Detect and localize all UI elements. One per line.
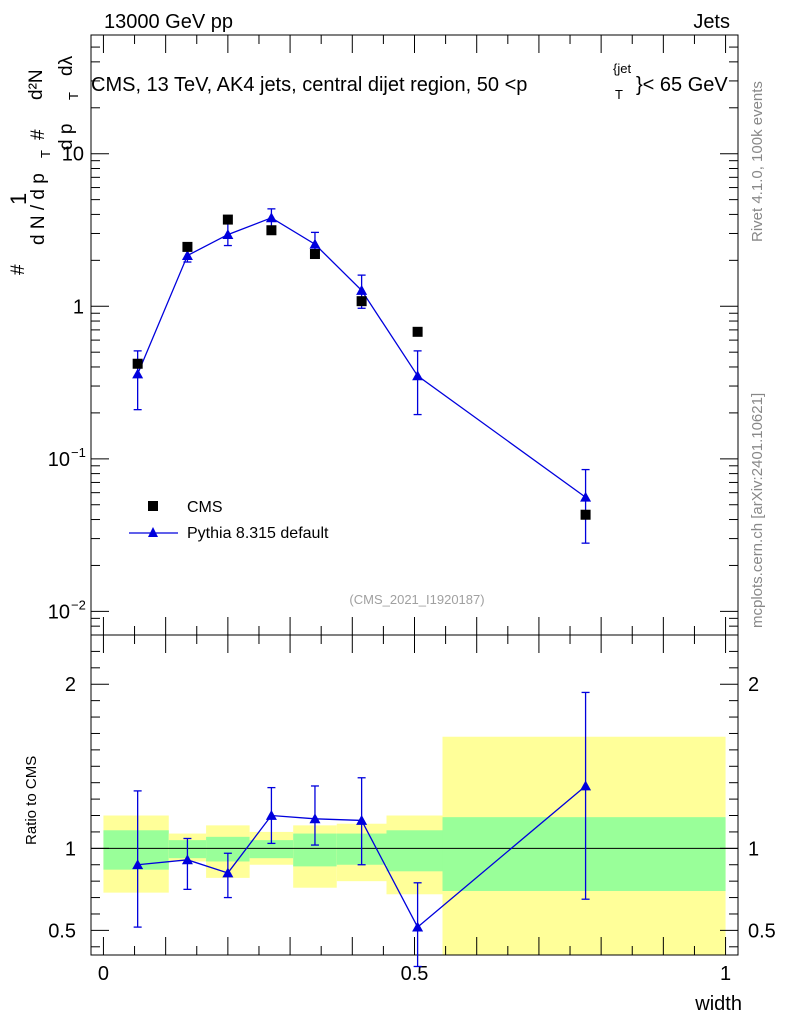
- ylabel-T-sub-2: T: [66, 92, 81, 100]
- cms-data-point: [356, 296, 367, 307]
- main-ytick-label-0: 10: [48, 601, 70, 623]
- inner-band-6: [386, 830, 443, 872]
- cms-data-point: [580, 509, 591, 520]
- title-subscript: T: [615, 87, 623, 102]
- cms-data-point: [222, 214, 233, 225]
- ratio-mc-line: [137, 785, 586, 929]
- ratio-mc-point: [309, 813, 321, 824]
- ylabel-d2N: d²N: [26, 69, 47, 100]
- ratio-mc-point: [181, 854, 193, 865]
- mc-point: [181, 250, 193, 260]
- ratio-ytick-label-right-2: 2: [748, 674, 759, 696]
- ratio-y-axis-label: Ratio to CMS: [23, 756, 40, 845]
- main-ytick-exponent-1: −1: [71, 445, 86, 460]
- ratio-ytick-label-right-1: 1: [748, 838, 759, 860]
- ratio-mc-point: [412, 921, 424, 932]
- ratio-xtick-label-2: 1: [720, 963, 731, 985]
- legend-cms-label: CMS: [187, 499, 223, 516]
- rivet-version-label: Rivet 4.1.0, 100k events: [749, 81, 766, 242]
- ratio-ytick-label-left-0: 0.5: [48, 920, 76, 942]
- cms-data-point: [182, 241, 193, 252]
- mcplots-label: mcplots.cern.ch [arXiv:2401.10621]: [749, 393, 766, 628]
- main-mc-series: [132, 208, 592, 544]
- title-end: }< 65 GeV: [636, 74, 728, 96]
- main-y-axis-label: # 1 d N / d p T # d²N d p T dλ: [6, 55, 81, 275]
- mc-point: [412, 370, 424, 381]
- mc-point: [222, 229, 234, 239]
- ratio-ytick-label-right-0: 0.5: [748, 920, 776, 942]
- ratio-mc-point: [356, 814, 368, 825]
- ratio-uncertainty-bands: [91, 736, 738, 955]
- plot-title: CMS, 13 TeV, AK4 jets, central dijet reg…: [91, 61, 728, 102]
- ratio-mc-point: [222, 867, 234, 878]
- main-ytick-exponent-0: −2: [71, 597, 86, 612]
- ylabel-one: 1: [6, 193, 31, 205]
- mc-point: [580, 491, 592, 502]
- mc-point: [309, 238, 321, 249]
- ratio-xtick-label-1: 0.5: [401, 963, 429, 985]
- ylabel-hash-2: #: [28, 129, 49, 140]
- ylabel-dlambda: dλ: [56, 55, 77, 76]
- header-right-label: Jets: [693, 11, 730, 33]
- inner-band-3: [249, 840, 294, 859]
- legend-pythia-marker: [148, 527, 158, 537]
- axis-ticks: [91, 34, 738, 955]
- ratio-xtick-label-0: 0: [98, 963, 109, 985]
- ylabel-hash-1: #: [8, 264, 29, 275]
- title-main: CMS, 13 TeV, AK4 jets, central dijet reg…: [91, 74, 527, 96]
- cms-data-point: [309, 249, 320, 260]
- analysis-watermark: (CMS_2021_I1920187): [349, 592, 484, 607]
- ratio-ytick-label-left-1: 1: [65, 838, 76, 860]
- cms-data-point: [412, 326, 423, 337]
- ratio-mc-point: [580, 780, 592, 791]
- ratio-mc-series: [132, 691, 592, 968]
- mc-point: [356, 284, 368, 295]
- inner-band-7: [442, 817, 726, 891]
- main-ytick-label-3: 10: [62, 144, 84, 166]
- legend: CMS Pythia 8.315 default: [129, 499, 329, 542]
- main-ytick-label-1: 10: [48, 449, 70, 471]
- title-superscript: {jet: [613, 61, 631, 76]
- main-data-series: [132, 214, 591, 520]
- cms-data-point: [132, 358, 143, 369]
- x-axis-label: width: [694, 993, 742, 1015]
- main-ytick-label-2: 1: [73, 296, 84, 318]
- ratio-ytick-label-left-2: 2: [65, 674, 76, 696]
- mc-line: [137, 217, 586, 498]
- cms-data-point: [266, 225, 277, 236]
- mc-point: [265, 212, 277, 223]
- header-left-label: 13000 GeV pp: [104, 11, 233, 33]
- ratio-mc-point: [265, 810, 277, 820]
- ylabel-T-sub-1: T: [38, 150, 53, 158]
- ylabel-dpT-dlambda: d p: [56, 124, 77, 150]
- legend-cms-marker: [148, 501, 158, 511]
- legend-pythia-label: Pythia 8.315 default: [187, 525, 329, 542]
- mc-point: [132, 368, 144, 379]
- ratio-mc-point: [132, 859, 144, 870]
- ylabel-dN-dpT: d N / d p: [28, 173, 49, 245]
